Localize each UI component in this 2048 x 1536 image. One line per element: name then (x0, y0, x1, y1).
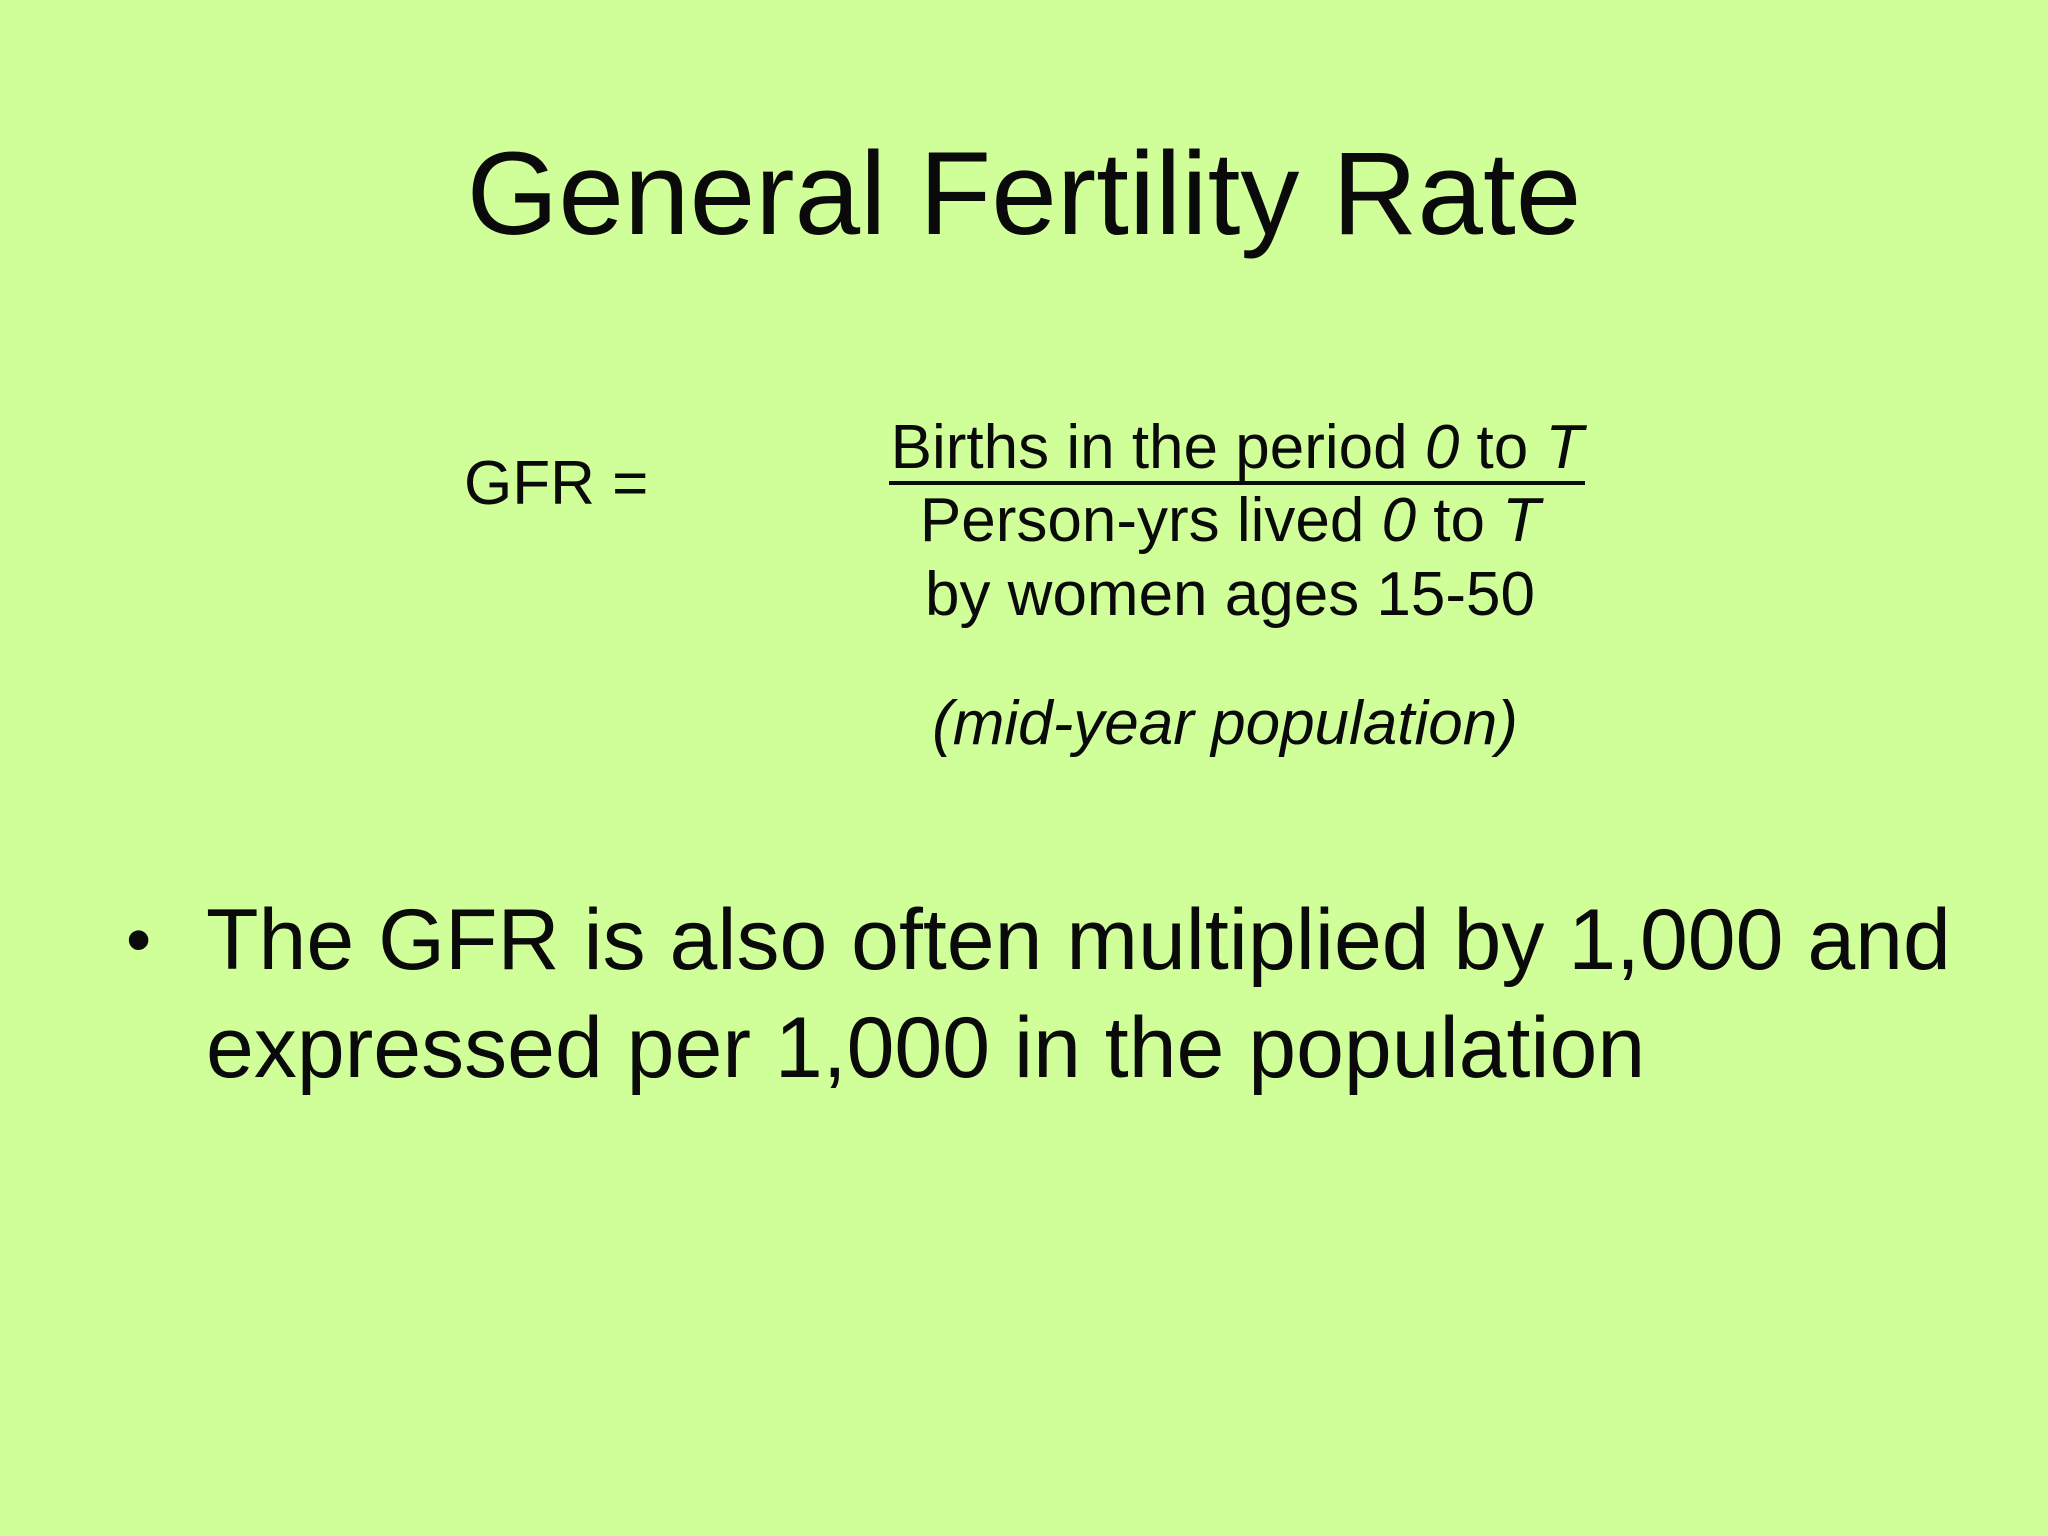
bullet-text: The GFR is also often multiplied by 1,00… (206, 892, 1951, 1096)
denominator-text: Person-yrs lived (919, 486, 1382, 555)
slide-title: General Fertility Rate (466, 128, 1582, 260)
formula-lhs: GFR = (464, 449, 649, 518)
denominator-to: to (1416, 486, 1503, 555)
bullet-icon: • (126, 900, 152, 980)
formula-denominator: Person-yrs lived 0 to T (698, 485, 1762, 557)
formula-numerator: Births in the period 0 to T (888, 413, 1586, 485)
denominator-var-start: 0 (1381, 486, 1417, 555)
formula-fraction: Births in the period 0 to T Person-yrs l… (712, 412, 1762, 633)
bullet-list: • The GFR is also often multiplied by 1,… (120, 886, 1980, 1102)
numerator-text: Births in the period (890, 413, 1425, 482)
bullet-item: • The GFR is also often multiplied by 1,… (120, 886, 1980, 1102)
numerator-var-start: 0 (1424, 413, 1460, 482)
formula-note: (mid-year population) (932, 689, 1518, 758)
numerator-var-end: T (1545, 413, 1584, 482)
denominator-var-end: T (1502, 486, 1541, 555)
numerator-to: to (1459, 413, 1546, 482)
formula-denominator-line2: by women ages 15-50 (924, 560, 1536, 629)
